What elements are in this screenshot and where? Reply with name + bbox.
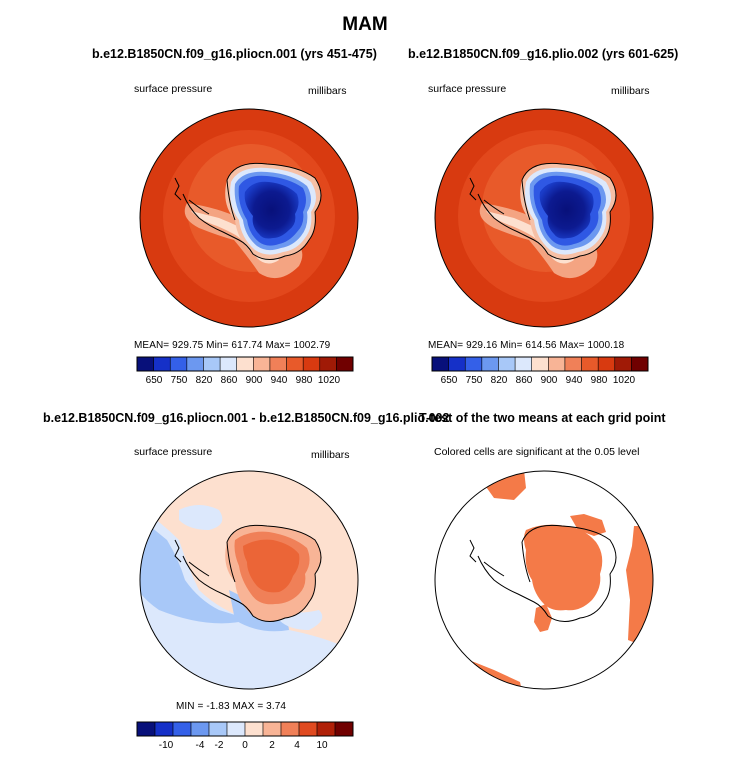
panel1-tick: 900 xyxy=(245,375,263,386)
colorbar-swatch xyxy=(136,356,155,372)
colorbar-swatch xyxy=(298,721,318,737)
colorbar-swatch xyxy=(244,721,264,737)
colorbar-swatch xyxy=(614,356,632,372)
colorbar-swatch xyxy=(514,356,533,372)
panel2-tick: 860 xyxy=(515,375,533,386)
colorbar-swatch xyxy=(334,721,354,737)
panel2-tick: 650 xyxy=(440,375,458,386)
colorbar-swatch xyxy=(481,356,499,372)
panel1-stats: MEAN= 929.75 Min= 617.74 Max= 1002.79 xyxy=(134,340,331,351)
colorbar-swatch xyxy=(236,356,254,372)
colorbar-swatch xyxy=(302,356,321,372)
panel3-tick: -4 xyxy=(195,740,205,751)
colorbar-swatch xyxy=(172,721,192,737)
colorbar-swatch xyxy=(226,721,246,737)
panel3-tick: 2 xyxy=(269,740,275,751)
panel3-tick: 4 xyxy=(294,740,300,751)
panel1-variable-label: surface pressure xyxy=(134,83,213,95)
panel3-tick: 10 xyxy=(316,740,328,751)
panel2-tick: 820 xyxy=(490,375,508,386)
panel1-tick: 820 xyxy=(195,375,213,386)
panel2-stats: MEAN= 929.16 Min= 614.56 Max= 1000.18 xyxy=(428,340,625,351)
colorbar-swatch xyxy=(431,356,450,372)
colorbar-swatch xyxy=(581,356,599,372)
colorbar-swatch xyxy=(316,721,336,737)
colorbar-swatch xyxy=(336,356,354,372)
colorbar-swatch xyxy=(219,356,238,372)
panel2-units-label: millibars xyxy=(611,85,650,97)
panel4-map xyxy=(434,470,654,690)
panel2-tick: 1020 xyxy=(612,375,636,386)
panel2-tick: 750 xyxy=(465,375,483,386)
panel2-colorbar xyxy=(431,356,649,372)
panel3-units-label: millibars xyxy=(311,449,350,461)
panel3-map xyxy=(139,470,359,690)
colorbar-swatch xyxy=(136,721,156,737)
colorbar-swatch xyxy=(169,356,188,372)
panel2-variable-label: surface pressure xyxy=(428,83,507,95)
colorbar-swatch xyxy=(498,356,516,372)
panel2-tick: 940 xyxy=(565,375,583,386)
colorbar-swatch xyxy=(564,356,583,372)
colorbar-swatch xyxy=(203,356,221,372)
colorbar-swatch xyxy=(190,721,210,737)
colorbar-swatch xyxy=(253,356,271,372)
colorbar-swatch xyxy=(280,721,300,737)
panel1-units-label: millibars xyxy=(308,85,347,97)
panel3-title: b.e12.B1850CN.f09_g16.pliocn.001 - b.e12… xyxy=(43,411,450,425)
colorbar-swatch xyxy=(597,356,616,372)
panel1-tick: 750 xyxy=(170,375,188,386)
panel1-tick: 860 xyxy=(220,375,238,386)
panel4-title: T-test of the two means at each grid poi… xyxy=(419,411,666,425)
colorbar-swatch xyxy=(631,356,649,372)
main-title: MAM xyxy=(342,14,388,35)
colorbar-swatch xyxy=(208,721,228,737)
panel4-note: Colored cells are significant at the 0.0… xyxy=(434,446,640,458)
panel3-colorbar xyxy=(136,721,354,737)
panel3-tick: 0 xyxy=(242,740,248,751)
panel3-tick: -10 xyxy=(158,740,174,751)
colorbar-swatch xyxy=(262,721,282,737)
panel2-tick: 900 xyxy=(540,375,558,386)
panel2-map xyxy=(434,108,654,328)
colorbar-swatch xyxy=(269,356,288,372)
colorbar-swatch xyxy=(154,721,174,737)
panel1-colorbar xyxy=(136,356,354,372)
colorbar-swatch xyxy=(319,356,337,372)
colorbar-swatch xyxy=(286,356,304,372)
colorbar-swatch xyxy=(186,356,204,372)
colorbar-swatch xyxy=(448,356,466,372)
panel1-tick: 1020 xyxy=(317,375,341,386)
colorbar-swatch xyxy=(548,356,566,372)
panel2-tick: 980 xyxy=(590,375,608,386)
panel3-tick: -2 xyxy=(214,740,224,751)
panel1-map xyxy=(139,108,359,328)
panel1-tick: 940 xyxy=(270,375,288,386)
colorbar-swatch xyxy=(531,356,549,372)
colorbar-swatch xyxy=(464,356,483,372)
panel3-variable-label: surface pressure xyxy=(134,446,213,458)
panel1-tick: 980 xyxy=(295,375,313,386)
panel3-stats: MIN = -1.83 MAX = 3.74 xyxy=(176,701,287,712)
panel2-title: b.e12.B1850CN.f09_g16.plio.002 (yrs 601-… xyxy=(408,47,679,61)
panel1-title: b.e12.B1850CN.f09_g16.pliocn.001 (yrs 45… xyxy=(92,47,377,61)
panel1-tick: 650 xyxy=(145,375,163,386)
colorbar-swatch xyxy=(153,356,171,372)
